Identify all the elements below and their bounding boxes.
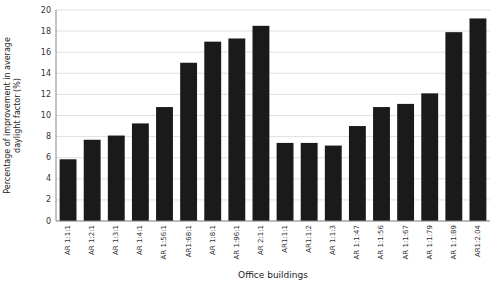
- x-tick-label: AR 1:1:79: [426, 225, 434, 259]
- grid-line: [56, 10, 490, 11]
- bar: [445, 32, 462, 221]
- y-axis-label-line: Percentage of improvement in average: [3, 37, 12, 194]
- y-tick-label: 16: [41, 48, 51, 57]
- y-tick-label: 8: [46, 132, 51, 141]
- bar: [277, 143, 294, 221]
- x-tick-label: AR 1:1:56: [377, 224, 385, 259]
- bar: [301, 143, 318, 221]
- bar: [349, 126, 366, 221]
- y-axis-label: Percentage of improvement in averagedayl…: [3, 37, 22, 194]
- y-grid: [56, 10, 490, 221]
- x-tick-label: AR 1:3:1: [112, 225, 120, 255]
- x-tick-label: AR1:1:1: [281, 225, 289, 253]
- bar: [253, 26, 270, 221]
- x-axis-label: Office buildings: [238, 270, 308, 280]
- x-tick-label: AR 1:1:3: [329, 225, 337, 255]
- bar: [156, 107, 173, 221]
- y-tick-label: 18: [41, 27, 51, 36]
- x-tick-label: AR 1:1:89: [450, 225, 458, 259]
- bar: [204, 42, 221, 221]
- bar: [84, 140, 101, 221]
- y-tick-label: 10: [41, 111, 51, 120]
- bar: [421, 93, 438, 221]
- grid-line: [56, 221, 490, 222]
- y-tick-labels: 0 2 4 6 8 10 12 14 16 18 20: [41, 6, 51, 226]
- grid-line: [56, 31, 490, 32]
- y-axis-line: [56, 10, 57, 221]
- bars: [60, 18, 487, 221]
- bar: [60, 159, 77, 221]
- x-axis-line: [56, 221, 490, 222]
- y-tick-label: 4: [46, 174, 51, 183]
- chart-svg: 0 2 4 6 8 10 12 14 16 18 20 AR 1:1:1 AR 1:2:1 AR 1:3:…: [0, 0, 500, 283]
- y-tick-label: 2: [46, 195, 51, 204]
- bar: [397, 104, 414, 221]
- x-tick-label: AR 1:1:67: [402, 225, 410, 259]
- y-tick-label: 0: [46, 217, 51, 226]
- bar: [325, 146, 342, 221]
- x-tick-label: AR 1:2:1: [88, 225, 96, 255]
- page: {"chart_data": {"type": "bar", "categori…: [0, 0, 500, 283]
- chart-container: 0 2 4 6 8 10 12 14 16 18 20 AR 1:1:1 AR 1:2:1 AR 1:3:…: [0, 0, 500, 283]
- y-tick-label: 14: [41, 69, 51, 78]
- grid-line: [56, 52, 490, 53]
- x-tick-label: AR1:1:2: [305, 225, 313, 253]
- bar: [180, 63, 197, 221]
- y-tick-label: 12: [41, 90, 51, 99]
- x-tick-label: AR1:68:1: [185, 225, 193, 257]
- x-tick-label: AR 1:1:47: [353, 225, 361, 259]
- bar: [228, 38, 245, 221]
- x-tick-label: AR 2:1:1: [257, 225, 265, 255]
- bar: [132, 123, 149, 221]
- y-tick-label: 6: [46, 153, 51, 162]
- x-tick-label: AR 1:56:1: [160, 225, 168, 259]
- y-axis-label-line: daylight factor (%): [13, 78, 22, 153]
- x-tick-labels: AR 1:1:1 AR 1:2:1 AR 1:3:1 AR 1:4:1 AR 1:56:…: [64, 224, 482, 259]
- grid-line: [56, 73, 490, 74]
- bar: [108, 136, 125, 221]
- x-tick-label: AR 1:96:1: [233, 225, 241, 259]
- x-tick-label: AR1:2.04: [474, 224, 482, 257]
- bar: [373, 107, 390, 221]
- x-tick-label: AR 1:8:1: [209, 225, 217, 255]
- x-tick-label: AR 1:1:1: [64, 225, 72, 255]
- x-tick-label: AR 1:4:1: [136, 225, 144, 255]
- y-tick-label: 20: [41, 6, 51, 15]
- bar: [470, 18, 487, 221]
